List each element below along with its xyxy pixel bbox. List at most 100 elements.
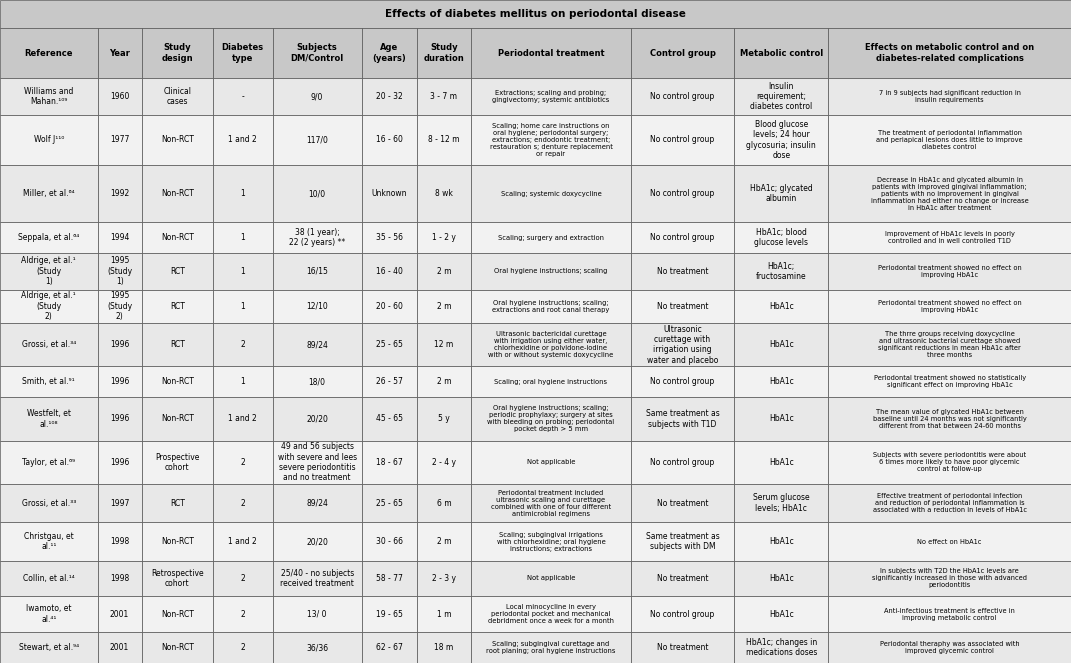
Text: 1: 1 [240, 377, 245, 387]
Text: 5 y: 5 y [438, 414, 450, 424]
Text: 20/20: 20/20 [306, 414, 328, 424]
Bar [213, 367, 272, 397]
Text: 1996: 1996 [110, 340, 130, 349]
Bar [735, 253, 828, 290]
Bar [97, 115, 141, 165]
Text: 8 wk: 8 wk [435, 189, 453, 198]
Text: No effect on HbA1c: No effect on HbA1c [918, 538, 982, 545]
Text: Oral hygiene instructions; scaling;
extractions and root canal therapy: Oral hygiene instructions; scaling; extr… [493, 300, 609, 313]
Text: HbA1c: HbA1c [769, 574, 794, 583]
Bar [0, 484, 97, 522]
Text: Seppala, et al.⁶⁴: Seppala, et al.⁶⁴ [18, 233, 79, 242]
Text: Retrospective
cohort: Retrospective cohort [151, 569, 203, 588]
Text: 30 - 66: 30 - 66 [376, 537, 403, 546]
Text: Improvement of HbA1c levels in poorly
controlled and in well controlled T1D: Improvement of HbA1c levels in poorly co… [885, 231, 1014, 244]
Bar [213, 253, 272, 290]
Text: 2 m: 2 m [437, 267, 451, 276]
Bar [631, 115, 735, 165]
Bar [141, 596, 213, 633]
Bar [735, 397, 828, 441]
Text: 25 - 65: 25 - 65 [376, 340, 403, 349]
Text: 16 - 40: 16 - 40 [376, 267, 403, 276]
Text: Serum glucose
levels; HbA1c: Serum glucose levels; HbA1c [753, 493, 810, 513]
Text: 2: 2 [240, 499, 245, 508]
Bar [0, 561, 97, 596]
Bar [97, 596, 141, 633]
Text: Not applicable: Not applicable [527, 459, 575, 465]
Text: RCT: RCT [170, 302, 184, 311]
Bar [97, 484, 141, 522]
Text: Metabolic control: Metabolic control [740, 48, 823, 58]
Bar [735, 484, 828, 522]
Text: No treatment: No treatment [657, 643, 708, 652]
Bar [631, 165, 735, 222]
Bar [97, 222, 141, 253]
Text: Unknown: Unknown [372, 189, 407, 198]
Bar [0, 323, 97, 367]
Text: 2: 2 [240, 457, 245, 467]
Text: Periodontal treatment showed no effect on
improving HbA1c: Periodontal treatment showed no effect o… [878, 265, 1022, 278]
Text: Miller, et al.⁶⁴: Miller, et al.⁶⁴ [22, 189, 75, 198]
Text: Aldrige, et al.¹
(Study
1): Aldrige, et al.¹ (Study 1) [21, 257, 76, 286]
Bar [735, 323, 828, 367]
Text: Decrease in HbA1c and glycated albumin in
patients with improved gingival inflam: Decrease in HbA1c and glycated albumin i… [871, 177, 1028, 211]
Text: HbA1c: HbA1c [769, 609, 794, 619]
Text: 25/40 - no subjects
received treatment: 25/40 - no subjects received treatment [281, 569, 355, 588]
Text: -: - [241, 92, 244, 101]
Text: Iwamoto, et
al.⁴¹: Iwamoto, et al.⁴¹ [26, 605, 72, 624]
Bar [213, 596, 272, 633]
Bar [213, 441, 272, 484]
Bar [97, 561, 141, 596]
Text: 8 - 12 m: 8 - 12 m [428, 135, 459, 145]
Bar [631, 596, 735, 633]
Text: Ultrasonic bactericidal curettage
with irrigation using either water,
chlorhexid: Ultrasonic bactericidal curettage with i… [488, 332, 614, 358]
Text: No control group: No control group [650, 92, 714, 101]
Text: 49 and 56 subjects
with severe and lees
severe periodontitis
and no treatment: 49 and 56 subjects with severe and lees … [277, 442, 357, 483]
Text: 1998: 1998 [110, 537, 130, 546]
Bar [828, 522, 1071, 561]
Bar [417, 397, 471, 441]
Text: 20/20: 20/20 [306, 537, 328, 546]
Bar [362, 596, 417, 633]
Bar [141, 561, 213, 596]
Bar [471, 78, 631, 115]
Text: Subjects with severe periodontitis were about
6 times more likely to have poor g: Subjects with severe periodontitis were … [873, 452, 1026, 472]
Text: Non-RCT: Non-RCT [161, 414, 194, 424]
Bar [828, 397, 1071, 441]
Bar [0, 115, 97, 165]
Bar [735, 78, 828, 115]
Bar [828, 561, 1071, 596]
Bar [471, 323, 631, 367]
Bar [735, 561, 828, 596]
Text: 10/0: 10/0 [308, 189, 326, 198]
Bar [828, 78, 1071, 115]
Bar [213, 484, 272, 522]
Bar [471, 290, 631, 323]
Bar [97, 441, 141, 484]
Text: Non-RCT: Non-RCT [161, 377, 194, 387]
Text: Collin, et al.¹⁴: Collin, et al.¹⁴ [22, 574, 75, 583]
Text: Clinical
cases: Clinical cases [163, 87, 192, 106]
Text: 1998: 1998 [110, 574, 130, 583]
Bar [631, 561, 735, 596]
Bar [471, 115, 631, 165]
Text: Aldrige, et al.¹
(Study
2): Aldrige, et al.¹ (Study 2) [21, 292, 76, 321]
Text: Westfelt, et
al.¹⁰⁸: Westfelt, et al.¹⁰⁸ [27, 409, 71, 428]
Bar [362, 561, 417, 596]
Text: Non-RCT: Non-RCT [161, 609, 194, 619]
Text: 1997: 1997 [110, 499, 130, 508]
Text: Williams and
Mahan.¹⁰⁹: Williams and Mahan.¹⁰⁹ [25, 87, 74, 106]
Text: The thrre groups receiving doxycycline
and ultrasonic bacterial curettage showed: The thrre groups receiving doxycycline a… [878, 332, 1021, 358]
Text: Anti-infectious treatment is effective in
improving metabolic control: Anti-infectious treatment is effective i… [885, 607, 1015, 621]
Bar [0, 367, 97, 397]
Text: Blood glucose
levels; 24 hour
glycosuria; insulin
dose: Blood glucose levels; 24 hour glycosuria… [746, 120, 816, 160]
Bar [735, 367, 828, 397]
Bar [828, 633, 1071, 663]
Text: No control group: No control group [650, 609, 714, 619]
Bar [828, 28, 1071, 78]
Text: 2 m: 2 m [437, 537, 451, 546]
Bar [631, 484, 735, 522]
Bar [272, 253, 362, 290]
Text: 2 - 4 y: 2 - 4 y [432, 457, 456, 467]
Text: Prospective
cohort: Prospective cohort [155, 453, 199, 472]
